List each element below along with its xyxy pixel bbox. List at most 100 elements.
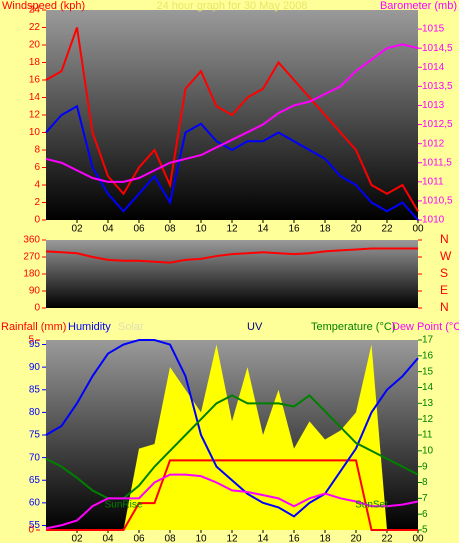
rain-label: Rainfall (mm)	[1, 321, 66, 333]
series-line	[45, 339, 419, 518]
humidity-label: Humidity	[68, 321, 111, 333]
y2-tick-label: 1013,5	[422, 81, 453, 92]
x-tick-label: 00	[412, 534, 424, 543]
y-tick-label: 12	[29, 110, 41, 121]
x-tick-label: 10	[195, 224, 207, 235]
x-tick-label: 08	[164, 534, 176, 543]
y2-tick-label: 1010,5	[422, 196, 453, 207]
y2-tick-label: 8	[422, 477, 428, 488]
y-tick-label: 4	[34, 180, 40, 191]
y2-tick-label: 12	[422, 414, 434, 425]
y2-tick-label: 14	[422, 382, 434, 393]
x-tick-label: 16	[288, 224, 300, 235]
dew-point-label: Dew Point (°C)	[392, 321, 459, 333]
y2-tick-label: 1012	[422, 138, 445, 149]
y2-tick-label: W	[440, 249, 452, 263]
y-tick-label: 0	[34, 215, 40, 226]
y-tick-label: 90	[29, 362, 41, 373]
y2-tick-label: 9	[422, 461, 428, 472]
y2-tick-label: 1015	[422, 24, 445, 35]
x-tick-label: 06	[133, 534, 145, 543]
y-tick-label: 14	[29, 92, 41, 103]
y3-tick-label: 5	[28, 335, 34, 346]
x-tick-label: 04	[102, 224, 114, 235]
y2-tick-label: 1012,5	[422, 119, 453, 130]
y-tick-label: 18	[29, 57, 41, 68]
x-tick-label: 08	[164, 224, 176, 235]
y-tick-label: 8	[34, 145, 40, 156]
y-tick-label: 20	[29, 40, 41, 51]
series-line	[45, 43, 419, 183]
y2-tick-label: E	[440, 283, 448, 297]
x-tick-label: 22	[381, 224, 393, 235]
x-tick-label: 02	[71, 534, 83, 543]
y2-tick-label: 6	[422, 509, 428, 520]
y-tick-label: 360	[23, 235, 40, 246]
series-line	[45, 27, 419, 212]
solar-area	[46, 344, 418, 530]
series-line	[45, 473, 419, 530]
x-tick-label: 22	[381, 534, 393, 543]
y2-tick-label: 17	[422, 335, 434, 346]
y-tick-label: 90	[29, 286, 41, 297]
x-tick-label: 20	[350, 224, 362, 235]
y3-tick-label: 0	[28, 525, 34, 536]
y-tick-label: 55	[29, 520, 41, 531]
y-tick-label: 85	[29, 384, 41, 395]
y2-tick-label: 16	[422, 350, 434, 361]
plot-bg	[46, 240, 418, 308]
y-tick-label: 2	[34, 197, 40, 208]
series-line	[46, 459, 418, 531]
y2-tick-label: N	[440, 232, 449, 246]
y2-tick-label: 7	[422, 493, 428, 504]
annotation: SunSet	[355, 500, 388, 511]
x-tick-label: 20	[350, 534, 362, 543]
temperature-label: Temperature (°C)	[311, 321, 395, 333]
x-tick-label: 10	[195, 534, 207, 543]
y-label: Windspeed (kph)	[2, 0, 85, 12]
y2-tick-label: 10	[422, 445, 434, 456]
y2-tick-label: 5	[422, 525, 428, 536]
series-line	[45, 104, 419, 221]
annotation: SunRise	[105, 500, 143, 511]
x-tick-label: 14	[257, 224, 269, 235]
y2-tick-label: 1010	[422, 215, 445, 226]
y2-tick-label: 11	[422, 430, 433, 441]
y-tick-label: 180	[23, 269, 40, 280]
y-tick-label: 10	[29, 127, 41, 138]
y2-tick-label: N	[440, 300, 449, 314]
y-tick-label: 0	[34, 303, 40, 314]
y-tick-label: 75	[29, 430, 41, 441]
x-tick-label: 18	[319, 224, 331, 235]
y-tick-label: 60	[29, 497, 41, 508]
y2-tick-label: 1011	[422, 176, 444, 187]
y-tick-label: 22	[29, 22, 41, 33]
x-tick-label: 12	[226, 534, 238, 543]
y2-label: Barometer (mb)	[380, 0, 457, 12]
y2-tick-label: S	[440, 266, 448, 280]
x-tick-label: 02	[71, 224, 83, 235]
y-tick-label: 16	[29, 75, 41, 86]
y2-tick-label: 13	[422, 398, 434, 409]
x-tick-label: 06	[133, 224, 145, 235]
y-tick-label: 70	[29, 452, 41, 463]
series-line	[45, 247, 418, 264]
y-tick-label: 80	[29, 407, 41, 418]
solar-label: Solar	[118, 321, 144, 333]
uv-label: UV	[247, 321, 263, 333]
y2-tick-label: 1014	[422, 62, 445, 73]
y2-tick-label: 1011,5	[422, 157, 452, 168]
y-tick-label: 95	[29, 339, 41, 350]
x-tick-label: 14	[257, 534, 269, 543]
x-tick-label: 04	[102, 534, 114, 543]
y-tick-label: 6	[34, 162, 40, 173]
y2-tick-label: 1014,5	[422, 43, 453, 54]
y-tick-label: 65	[29, 475, 41, 486]
x-tick-label: 16	[288, 534, 300, 543]
x-tick-label: 00	[412, 224, 424, 235]
y2-tick-label: 15	[422, 366, 434, 377]
y-tick-label: 270	[23, 252, 40, 263]
chart-title: 24 hour graph for 30 May 2008	[156, 0, 307, 12]
x-tick-label: 12	[226, 224, 238, 235]
